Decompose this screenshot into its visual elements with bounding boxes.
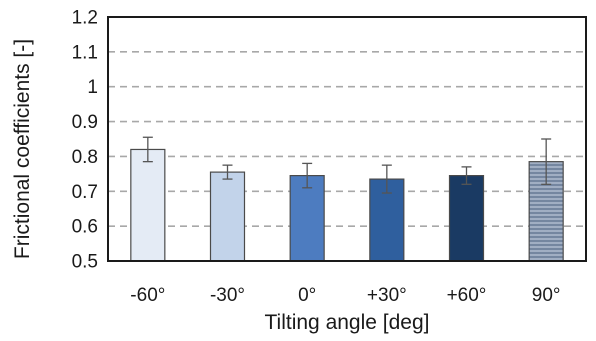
x-tick-label: 0° — [298, 285, 316, 306]
y-tick-labels: 0.5 0.6 0.7 0.8 0.9 1 1.1 1.2 — [72, 8, 98, 273]
y-tick-label: 0.7 — [72, 182, 98, 203]
y-tick-label: 0.8 — [72, 147, 98, 168]
bar — [448, 175, 485, 262]
gridlines — [108, 51, 586, 227]
x-tick-labels: -60° -30° 0° +30° +60° 90° — [130, 285, 560, 306]
x-tick-label: 90° — [532, 285, 561, 306]
y-tick-label: 0.9 — [72, 112, 98, 133]
bars — [130, 148, 564, 262]
y-tick-label: 0.5 — [72, 252, 98, 273]
x-axis-title: Tilting angle [deg] — [265, 311, 430, 334]
x-tick-label: +60° — [447, 285, 487, 306]
bar — [289, 175, 325, 262]
y-tick-label: 0.6 — [72, 217, 98, 238]
bar — [209, 171, 246, 262]
plot-frame — [107, 16, 587, 262]
x-tick-label: +30° — [367, 285, 407, 306]
y-tick-label: 1 — [87, 77, 98, 98]
error-bars — [142, 136, 552, 194]
y-axis-title: Frictional coefficients [-] — [11, 39, 34, 259]
bar — [130, 148, 166, 262]
x-tick-label: -60° — [130, 285, 165, 306]
y-tick-label: 1.2 — [72, 8, 98, 29]
y-tick-label: 1.1 — [72, 42, 98, 63]
x-tick-label: -30° — [210, 285, 245, 306]
